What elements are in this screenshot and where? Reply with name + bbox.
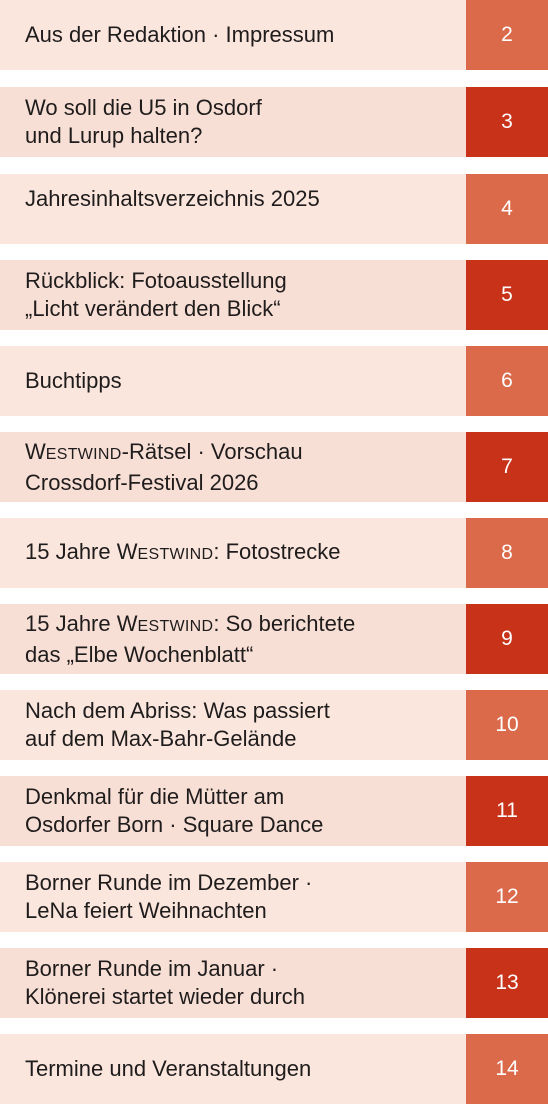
toc-entry-title-line: das „Elbe Wochenblatt“ [25,641,254,667]
toc-entry-title-line: Borner Runde im Januar · [25,956,279,981]
toc-entry[interactable]: Borner Runde im Januar · Klönerei startet… [0,948,548,1018]
toc-entry[interactable]: 15 Jahre WESTWIND: Fotostrecke 8 [0,518,548,588]
toc-entry[interactable]: WESTWIND-Rätsel · Vorschau Crossdorf-Fest… [0,432,548,502]
toc-entry[interactable]: Jahresinhaltsverzeichnis 2025 4 [0,174,548,244]
toc-entry[interactable]: Termine und Veranstaltungen 14 [0,1034,548,1104]
toc-entry-title-line: Klönerei startet wieder durch [25,984,306,1009]
toc-page-number: 11 [466,776,548,846]
toc-page-number: 8 [466,518,548,588]
toc-entry[interactable]: Wo soll die U5 in Osdorf und Lurup halten… [0,87,548,157]
toc-entry-title-line: Crossdorf-Festival 2026 [25,469,259,495]
toc-page-number: 10 [466,690,548,760]
toc-entry-title-line: Osdorfer Born · Square Dance [25,812,324,837]
toc-entry-title: Denkmal für die Mütter am Osdorfer Born ·… [0,776,466,846]
toc-page-number: 2 [466,0,548,70]
toc-entry-title-line: 15 Jahre WESTWIND: Fotostrecke [25,538,341,564]
toc-page-number: 6 [466,346,548,416]
toc-entry[interactable]: Buchtipps 6 [0,346,548,416]
toc-entry-title: 15 Jahre WESTWIND: So berichtete das „Elb… [0,604,466,674]
toc-page-number: 5 [466,260,548,330]
toc-entry-title-line: Nach dem Abriss: Was passiert [25,698,330,723]
toc-entry[interactable]: Denkmal für die Mütter am Osdorfer Born ·… [0,776,548,846]
toc-entry-title-line: Jahresinhaltsverzeichnis 2025 [25,186,320,211]
toc-entry-title-line: WESTWIND-Rätsel · Vorschau [25,438,303,464]
toc-entry-title: Nach dem Abriss: Was passiert auf dem Max… [0,690,466,760]
toc-entry-title-line: Wo soll die U5 in Osdorf [25,95,262,120]
toc-entry[interactable]: Nach dem Abriss: Was passiert auf dem Max… [0,690,548,760]
toc-entry-title-line: Aus der Redaktion · Impressum [25,22,335,47]
toc-entry-title-line: Buchtipps [25,368,122,393]
toc-entry[interactable]: Borner Runde im Dezember · LeNa feiert We… [0,862,548,932]
toc-entry-title-line: auf dem Max-Bahr-Gelände [25,726,297,751]
toc-entry-title: 15 Jahre WESTWIND: Fotostrecke [0,518,466,588]
toc-entry-title-line: „Licht verändert den Blick“ [25,296,281,321]
toc-entry-title-line: Denkmal für die Mütter am [25,784,285,809]
toc-entry-title: Aus der Redaktion · Impressum [0,0,466,70]
toc-page-number: 13 [466,948,548,1018]
toc-page-number: 3 [466,87,548,157]
toc-entry-title: Rückblick: Fotoausstellung „Licht verände… [0,260,466,330]
toc-entry[interactable]: Rückblick: Fotoausstellung „Licht verände… [0,260,548,330]
toc-page-number: 9 [466,604,548,674]
toc-entry[interactable]: Aus der Redaktion · Impressum 2 [0,0,548,70]
toc-entry-title: Borner Runde im Januar · Klönerei startet… [0,948,466,1018]
toc-entry-title: Buchtipps [0,346,466,416]
toc-entry-title-line: und Lurup halten? [25,123,203,148]
toc-entry[interactable]: 15 Jahre WESTWIND: So berichtete das „Elb… [0,604,548,674]
toc-entry-title-line: 15 Jahre WESTWIND: So berichtete [25,610,356,636]
toc-entry-title: Borner Runde im Dezember · LeNa feiert We… [0,862,466,932]
toc-entry-title-line: Termine und Veranstaltungen [25,1056,312,1081]
toc-entry-title: Jahresinhaltsverzeichnis 2025 [0,174,466,244]
toc-entry-title-line: Rückblick: Fotoausstellung [25,268,287,293]
toc-entry-title: Wo soll die U5 in Osdorf und Lurup halten… [0,87,466,157]
toc-entry-title: WESTWIND-Rätsel · Vorschau Crossdorf-Fest… [0,432,466,502]
toc-entry-title-line: Borner Runde im Dezember · [25,870,313,895]
toc-entry-title-line: LeNa feiert Weihnachten [25,898,267,923]
toc-page-number: 4 [466,174,548,244]
toc-page-number: 12 [466,862,548,932]
toc-entry-title: Termine und Veranstaltungen [0,1034,466,1104]
toc-page-number: 7 [466,432,548,502]
toc-page-number: 14 [466,1034,548,1104]
